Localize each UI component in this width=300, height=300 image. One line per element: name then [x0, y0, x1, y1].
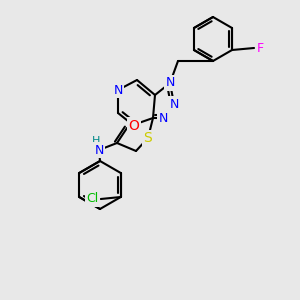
Text: S: S [144, 131, 152, 145]
Text: H: H [92, 136, 100, 146]
Text: O: O [129, 119, 140, 133]
Text: N: N [94, 143, 104, 157]
Text: N: N [158, 112, 168, 124]
Text: N: N [169, 98, 179, 110]
Text: N: N [165, 76, 175, 89]
Text: F: F [256, 41, 264, 55]
Text: N: N [113, 83, 123, 97]
Text: Cl: Cl [87, 193, 99, 206]
Text: N: N [128, 118, 138, 131]
